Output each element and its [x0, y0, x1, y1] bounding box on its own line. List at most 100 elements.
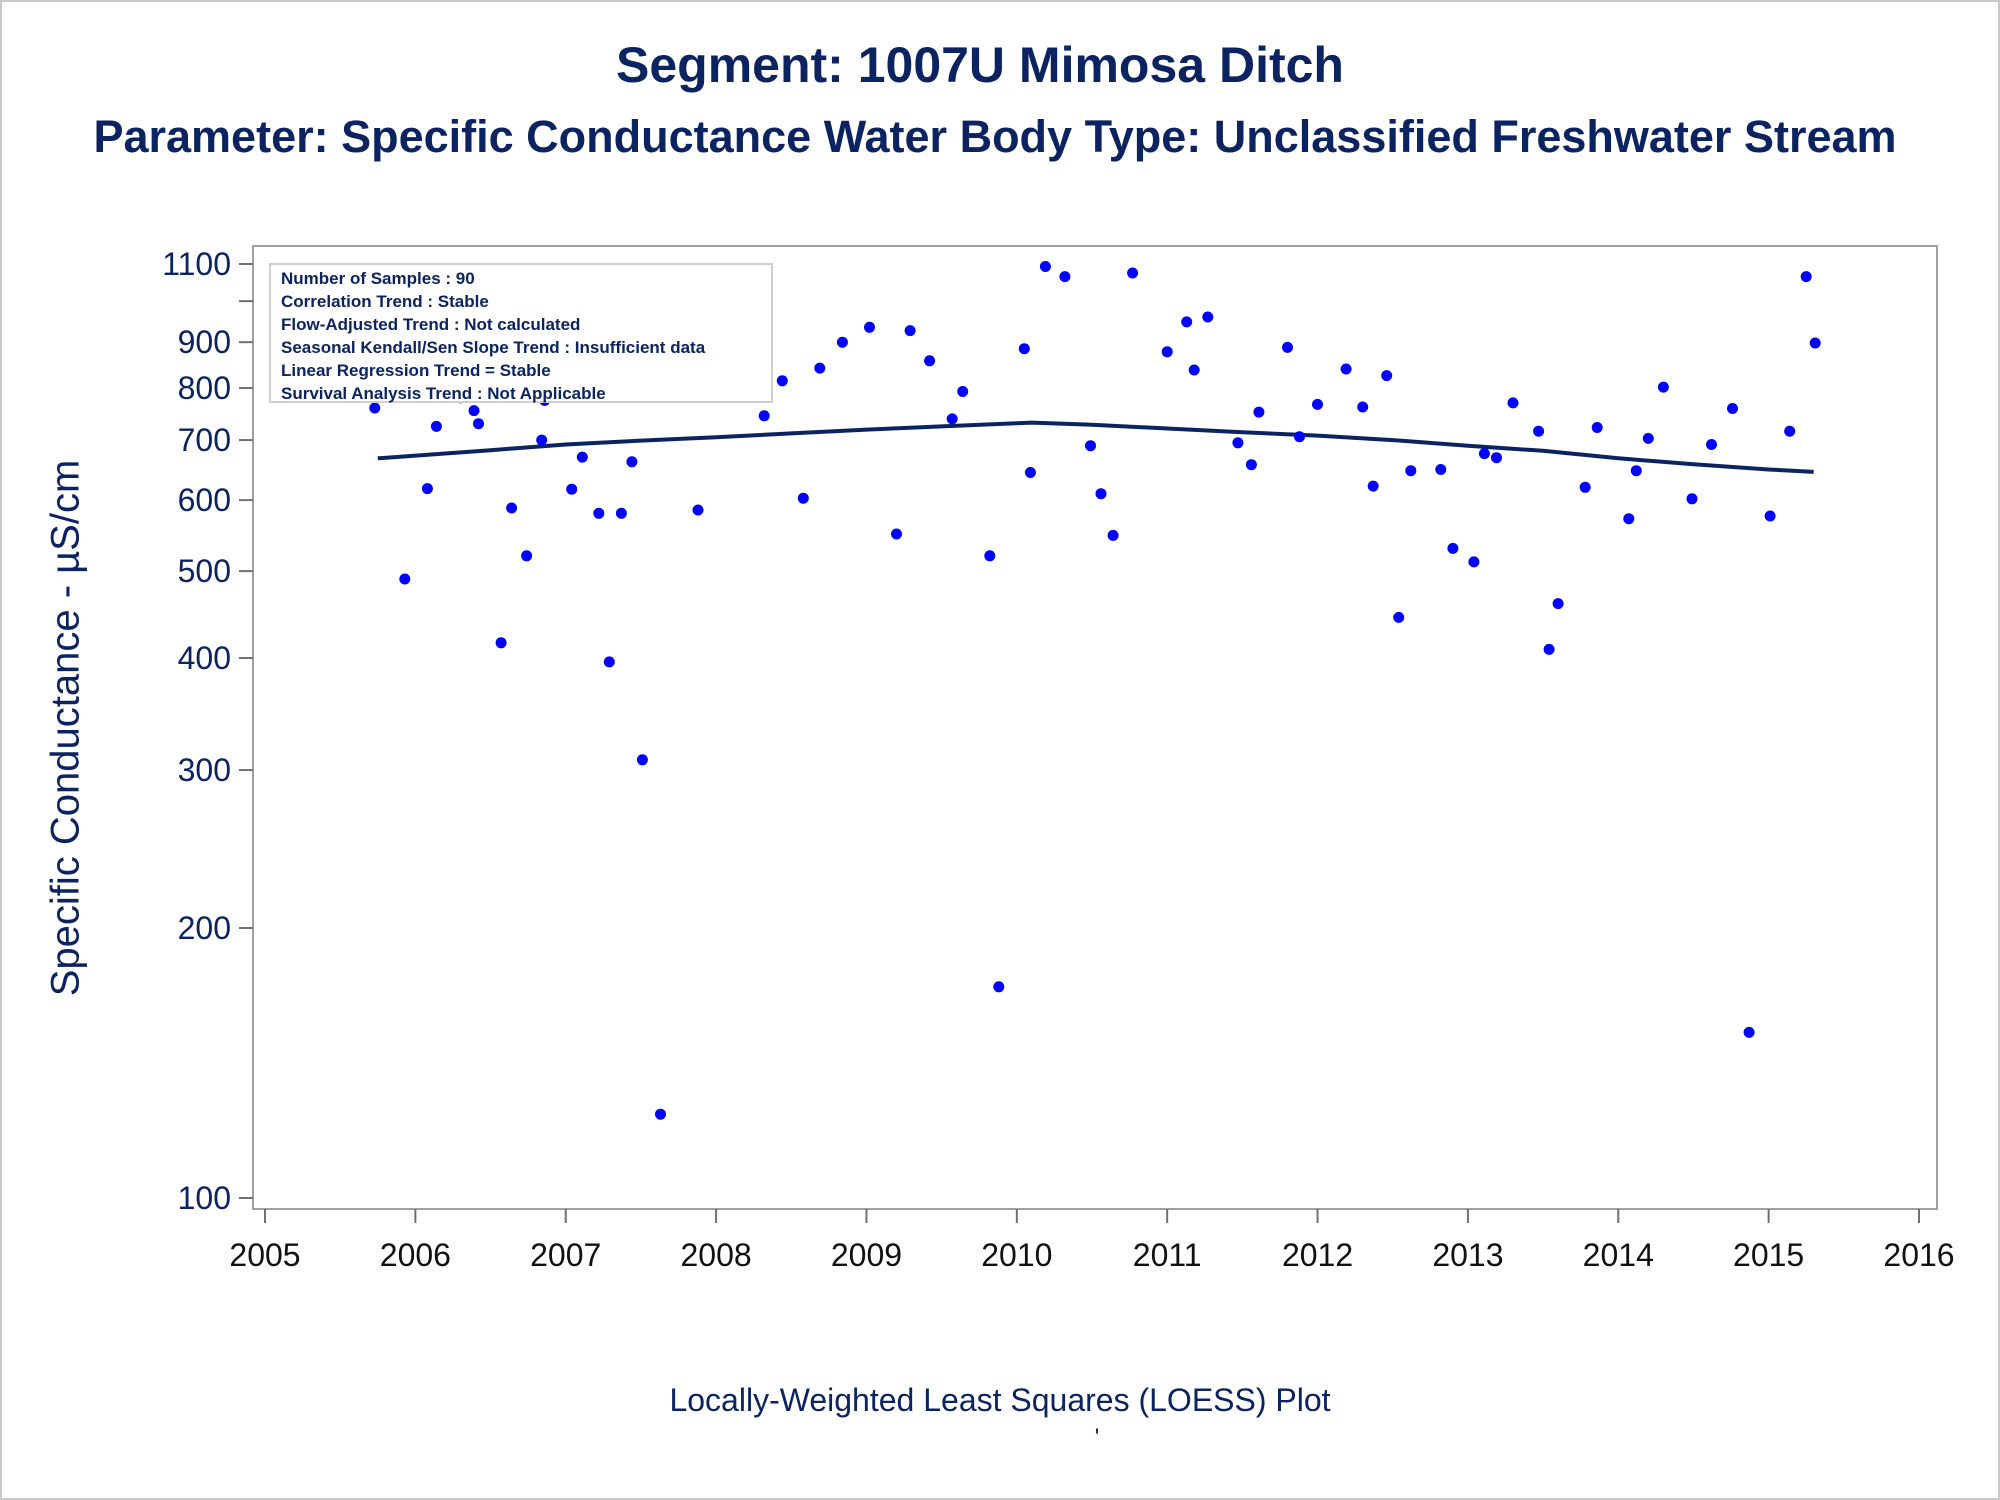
data-point-17	[576, 451, 588, 463]
x-tick-label: 2007	[530, 1237, 601, 1273]
data-point-42	[993, 981, 1005, 993]
y-tick-label: 900	[178, 324, 231, 360]
data-point-71	[1491, 452, 1502, 464]
footnote: '	[1094, 1424, 1100, 1451]
data-point-70	[1478, 448, 1490, 460]
data-point-58	[1282, 341, 1293, 353]
loess-curve	[377, 420, 1814, 474]
data-point-46	[1059, 271, 1071, 283]
chart-title: Segment: 1007U Mimosa Ditch	[616, 37, 1344, 93]
y-tick-label: 400	[178, 640, 231, 676]
data-point-57	[1253, 406, 1265, 418]
data-point-43	[1018, 343, 1030, 355]
data-point-82	[1686, 493, 1698, 505]
data-point-74	[1543, 643, 1555, 655]
data-point-66	[1405, 465, 1417, 477]
data-point-8	[468, 405, 480, 417]
inset-line-survival-analysis: Survival Analysis Trend : Not Applicable	[281, 384, 606, 403]
data-point-50	[1127, 267, 1139, 279]
data-point-3	[399, 573, 411, 585]
data-point-63	[1367, 480, 1379, 492]
inset-line-linear-regression: Linear Regression Trend = Stable	[281, 361, 551, 380]
data-point-51	[1161, 346, 1173, 358]
data-point-59	[1294, 431, 1305, 443]
data-point-55	[1232, 437, 1244, 449]
data-point-37	[904, 325, 916, 337]
data-point-39	[946, 413, 958, 425]
data-point-49	[1107, 529, 1119, 541]
x-tick-label: 2011	[1133, 1237, 1202, 1273]
x-tick-label: 2016	[1883, 1237, 1954, 1273]
data-point-62	[1357, 401, 1369, 413]
data-point-44	[1024, 467, 1036, 478]
y-tick-label: 300	[178, 752, 231, 788]
data-point-56	[1245, 459, 1257, 471]
data-point-53	[1188, 364, 1200, 376]
data-point-11	[506, 502, 518, 514]
y-tick-label: 800	[178, 370, 231, 406]
data-point-10	[495, 637, 507, 649]
y-tick-label: 700	[178, 422, 231, 458]
data-point-21	[626, 456, 638, 468]
data-point-48	[1095, 488, 1107, 500]
y-tick-label: 1100	[162, 246, 231, 282]
plot-area	[252, 245, 1938, 1210]
data-point-40	[957, 386, 969, 397]
data-point-22	[636, 754, 648, 766]
data-point-88	[1800, 271, 1812, 283]
data-point-81	[1657, 381, 1669, 393]
data-point-85	[1743, 1026, 1755, 1038]
x-tick-label: 2006	[380, 1237, 451, 1273]
x-axis: 2005 2006 2007 2008 2009 2010 2011 2012 2013 2014…	[229, 1209, 1955, 1273]
y-tick-label: 200	[178, 910, 231, 946]
x-tick-label: 2013	[1432, 1237, 1503, 1273]
data-point-32	[797, 492, 809, 504]
data-point-33	[814, 362, 826, 374]
data-point-16	[566, 483, 578, 495]
inset-line-correlation: Correlation Trend : Stable	[281, 292, 489, 311]
x-tick-label: 2008	[680, 1237, 751, 1273]
data-point-68	[1447, 542, 1459, 554]
x-tick-label: 2009	[831, 1237, 902, 1273]
data-point-20	[615, 507, 627, 519]
data-point-19	[603, 656, 615, 668]
data-point-5	[430, 420, 442, 432]
data-point-0	[369, 402, 381, 414]
data-point-61	[1340, 363, 1352, 375]
inset-line-samples: Number of Samples : 90	[281, 269, 475, 288]
data-point-35	[864, 321, 875, 333]
data-point-77	[1591, 422, 1603, 433]
x-tick-label: 2010	[981, 1237, 1052, 1273]
data-point-9	[473, 418, 484, 430]
y-tick-label: 500	[178, 553, 231, 589]
data-point-67	[1435, 464, 1447, 475]
data-point-89	[1809, 337, 1821, 349]
data-point-84	[1727, 403, 1738, 414]
x-tick-label: 2005	[229, 1237, 300, 1273]
data-point-64	[1381, 370, 1393, 382]
data-point-86	[1764, 510, 1776, 522]
trend-summary-box: Number of Samples : 90 Correlation Trend…	[269, 263, 773, 403]
data-point-45	[1039, 261, 1051, 272]
data-point-80	[1642, 432, 1654, 444]
data-point-26	[692, 504, 704, 516]
x-axis-label: Locally-Weighted Least Squares (LOESS) P…	[669, 1382, 1331, 1418]
y-tick-label: 100	[178, 1180, 231, 1216]
x-tick-label: 2012	[1282, 1237, 1353, 1273]
x-tick-label: 2015	[1733, 1237, 1804, 1273]
data-point-54	[1202, 311, 1214, 323]
data-point-18	[593, 507, 605, 519]
data-point-73	[1533, 425, 1545, 437]
x-tick-label: 2014	[1583, 1237, 1654, 1273]
data-point-4	[421, 483, 433, 495]
data-point-12	[521, 550, 533, 562]
data-point-60	[1312, 398, 1323, 410]
y-tick-label: 600	[178, 482, 231, 518]
data-point-79	[1630, 465, 1642, 477]
data-point-36	[891, 528, 902, 540]
y-axis: 100 200 300 400 500 600 700 800 900 1100	[162, 246, 253, 1216]
data-point-38	[924, 355, 936, 367]
data-point-76	[1579, 481, 1591, 493]
